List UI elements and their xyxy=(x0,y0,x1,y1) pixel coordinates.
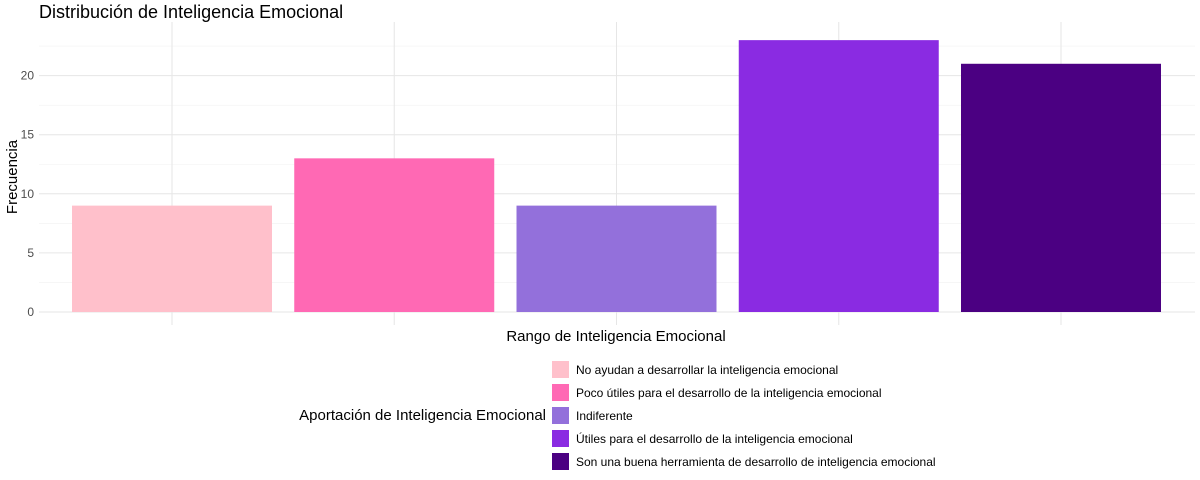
legend-label: Útiles para el desarrollo de la intelige… xyxy=(576,431,853,446)
legend-label: Son una buena herramienta de desarrollo … xyxy=(576,455,936,469)
bar xyxy=(961,63,1161,312)
legend-swatch xyxy=(552,453,569,470)
bar xyxy=(72,205,272,312)
bar-series xyxy=(72,40,1161,312)
chart-title: Distribución de Inteligencia Emocional xyxy=(39,2,343,22)
legend-swatch xyxy=(552,430,569,447)
y-tick-label: 0 xyxy=(27,305,34,319)
legend-swatch xyxy=(552,384,569,401)
y-tick-label: 5 xyxy=(27,246,34,260)
bar xyxy=(516,205,717,312)
legend-swatch xyxy=(552,361,569,378)
x-axis-title: Rango de Inteligencia Emocional xyxy=(506,328,725,345)
y-axis-ticks: 0 5 10 15 20 xyxy=(21,69,35,319)
bar xyxy=(738,40,939,312)
legend-label: Indiferente xyxy=(576,409,633,423)
legend-title: Aportación de Inteligencia Emocional xyxy=(299,407,546,424)
y-tick-label: 15 xyxy=(21,128,35,142)
legend-swatch xyxy=(552,407,569,424)
y-axis-title: Frecuencia xyxy=(4,139,21,214)
bar xyxy=(294,158,495,312)
y-tick-label: 20 xyxy=(21,69,35,83)
y-tick-label: 10 xyxy=(21,187,35,201)
legend-label: Poco útiles para el desarrollo de la int… xyxy=(576,386,882,400)
legend: No ayudan a desarrollar la inteligencia … xyxy=(552,361,936,470)
legend-label: No ayudan a desarrollar la inteligencia … xyxy=(576,363,838,377)
